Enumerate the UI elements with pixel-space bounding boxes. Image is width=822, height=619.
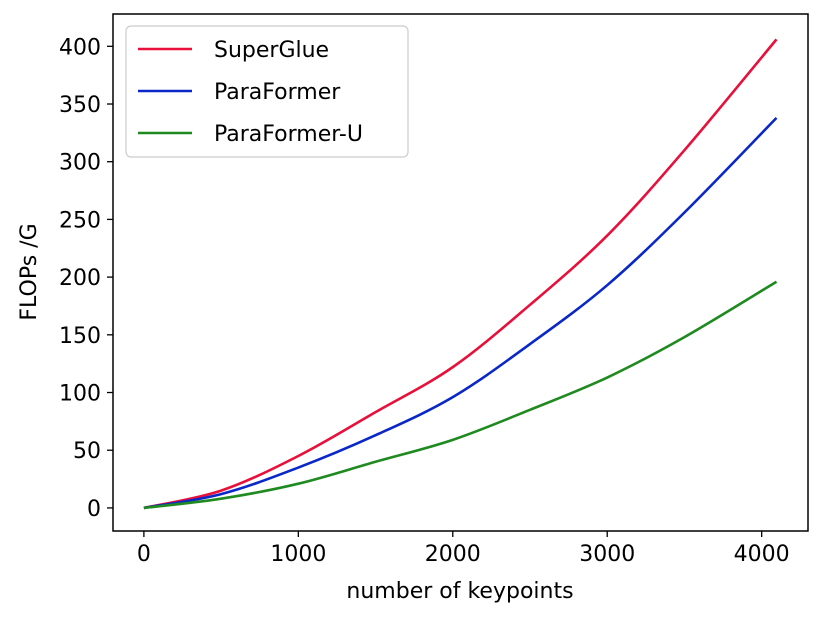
legend-label-paraformer: ParaFormer [214, 80, 341, 105]
series-line-paraformer-u [143, 280, 778, 510]
legend: SuperGlue ParaFormer ParaFormer-U [125, 25, 409, 158]
legend-label-superglue: SuperGlue [214, 38, 329, 63]
x-tick-label: 3000 [579, 542, 635, 567]
y-axis-label: FLOPs /G [17, 223, 42, 320]
y-tick-label: 150 [59, 324, 101, 349]
x-axis-label: number of keypoints [346, 579, 573, 604]
y-axis: 0 50 100 150 200 250 300 350 400 [59, 35, 113, 522]
legend-label-paraformer-u: ParaFormer-U [214, 122, 363, 147]
x-axis: 0 1000 2000 3000 4000 [137, 531, 790, 567]
x-tick-label: 4000 [734, 542, 790, 567]
series-line-superglue [143, 38, 778, 510]
series-line-paraformer [143, 116, 778, 510]
y-tick-label: 350 [59, 93, 101, 118]
y-tick-label: 400 [59, 35, 101, 60]
plot-area [143, 38, 778, 510]
y-tick-label: 250 [59, 208, 101, 233]
y-tick-label: 200 [59, 266, 101, 291]
y-tick-label: 50 [73, 439, 101, 464]
plot-frame [112, 13, 809, 532]
x-tick-label: 2000 [425, 542, 481, 567]
x-tick-label: 1000 [270, 542, 326, 567]
y-tick-label: 100 [59, 382, 101, 407]
y-tick-label: 0 [87, 497, 101, 522]
x-tick-label: 0 [137, 542, 151, 567]
legend-box [125, 25, 409, 158]
y-tick-label: 300 [59, 151, 101, 176]
